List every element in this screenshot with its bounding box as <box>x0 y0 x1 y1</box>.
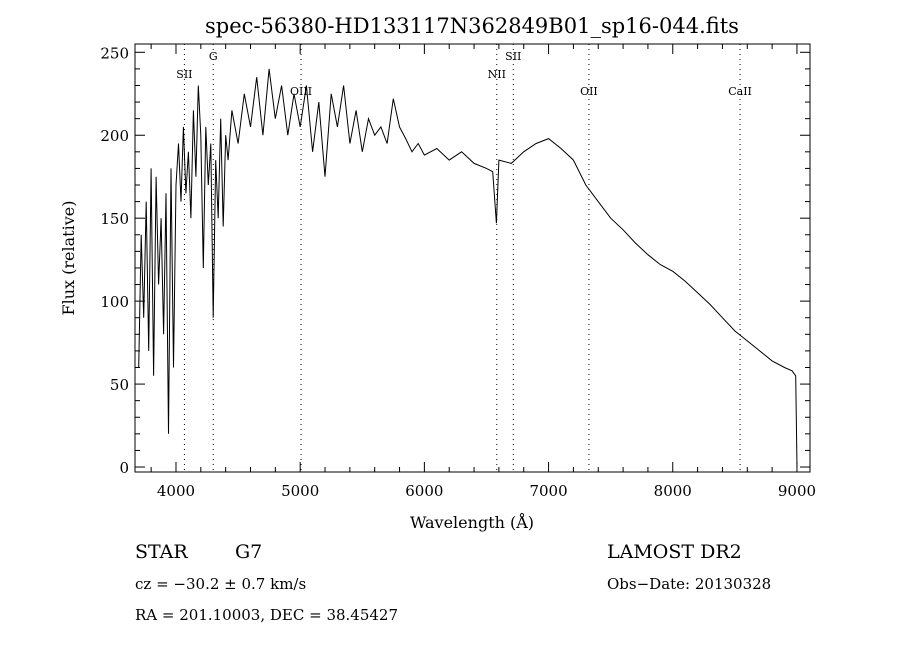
object-class: STAR <box>135 541 188 563</box>
redshift-cz: cz = −30.2 ± 0.7 km/s <box>135 575 306 593</box>
spectral-line-label: OII <box>580 85 598 98</box>
obs-date: Obs−Date: 20130328 <box>607 575 771 593</box>
x-tick-label: 7000 <box>529 482 567 500</box>
x-tick-label: 4000 <box>157 482 195 500</box>
x-tick-label: 6000 <box>405 482 443 500</box>
spectral-line-label: NII <box>488 68 506 81</box>
survey-name: LAMOST DR2 <box>607 541 742 563</box>
spectral-line-label: SII <box>176 68 192 81</box>
y-axis-label: Flux (relative) <box>59 201 78 316</box>
x-tick-label: 5000 <box>281 482 319 500</box>
y-tick-label: 200 <box>100 127 129 145</box>
x-tick-label: 8000 <box>654 482 692 500</box>
spectral-line-label: SII <box>505 50 521 63</box>
spectral-line-label: CaII <box>728 85 752 98</box>
spectral-line-label: G <box>209 50 218 63</box>
x-tick-label: 9000 <box>778 482 816 500</box>
plot-area: 4000 5000 6000 7000 8000 9000 0 50 100 150 200 250 S… <box>100 43 816 500</box>
y-tick-label: 0 <box>119 459 129 477</box>
x-axis-label: Wavelength (Å) <box>410 512 534 532</box>
coordinates: RA = 201.10003, DEC = 38.45427 <box>135 606 398 624</box>
y-tick-label: 250 <box>100 44 129 62</box>
y-tick-label: 100 <box>100 293 129 311</box>
object-subclass: G7 <box>235 541 262 563</box>
plot-frame <box>134 43 811 473</box>
y-tick-label: 50 <box>110 376 129 394</box>
spectrum-line <box>138 68 798 468</box>
chart-title: spec-56380-HD133117N362849B01_sp16-044.f… <box>205 14 739 38</box>
y-tick-label: 150 <box>100 210 129 228</box>
